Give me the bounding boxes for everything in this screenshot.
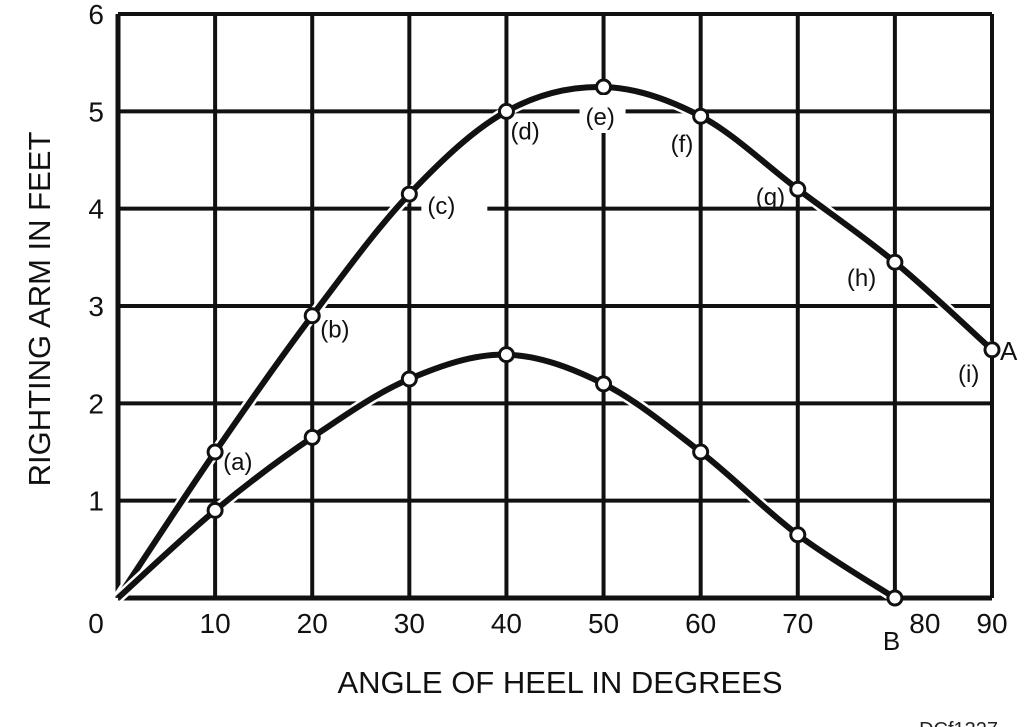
x-tick-label: 80: [909, 608, 940, 639]
curve-label-a: A: [1000, 336, 1018, 366]
chart-grid: [118, 12, 994, 598]
label-background: [579, 95, 626, 133]
point-label: (a): [223, 449, 252, 476]
curve-label-b: B: [883, 626, 900, 656]
x-tick-label: 40: [491, 608, 522, 639]
data-point: [886, 589, 904, 607]
y-tick-label: 2: [88, 388, 104, 419]
x-tick-label: 70: [782, 608, 813, 639]
data-point: [497, 102, 515, 120]
data-point: [303, 428, 321, 446]
data-point: [692, 107, 710, 125]
figure-id: DCf1327: [919, 719, 998, 727]
x-tick-label: 10: [200, 608, 231, 639]
data-point: [206, 501, 224, 519]
data-point: [595, 78, 613, 96]
point-label: (c): [427, 193, 455, 220]
x-tick-label: 0: [88, 608, 104, 639]
x-tick-label: 50: [588, 608, 619, 639]
x-tick-label: 20: [297, 608, 328, 639]
label-background: [421, 186, 488, 223]
point-labels: (a) (b) (c) (d) (e) (f) (g) (h) (i) A B: [223, 95, 1018, 656]
point-label: (g): [756, 184, 785, 211]
data-point: [400, 370, 418, 388]
x-tick-label: 30: [394, 608, 425, 639]
curve-a: [115, 83, 995, 600]
point-label: (e): [586, 104, 615, 131]
y-tick-label: 3: [88, 291, 104, 322]
data-point: [400, 185, 418, 203]
data-point: [595, 375, 613, 393]
x-tick-label: 90: [976, 608, 1007, 639]
y-axis-title: RIGHTING ARM IN FEET: [22, 132, 57, 487]
point-label: (b): [320, 317, 349, 344]
data-point: [497, 346, 515, 364]
data-point: [789, 180, 807, 198]
y-axis-tick-labels: 1 2 3 4 5 6: [88, 0, 104, 517]
point-label: (d): [510, 118, 539, 145]
point-label: (h): [847, 265, 876, 292]
y-tick-label: 6: [88, 0, 104, 30]
y-tick-label: 1: [88, 486, 104, 517]
data-point: [983, 341, 1001, 359]
data-point: [303, 307, 321, 325]
y-tick-label: 4: [88, 194, 104, 225]
x-tick-label: 60: [685, 608, 716, 639]
data-point: [789, 526, 807, 544]
x-axis-tick-labels: 0 10 20 30 40 50 60 70 80 90: [88, 608, 1007, 639]
x-axis-title: ANGLE OF HEEL IN DEGREES: [337, 665, 782, 700]
point-label: (f): [671, 131, 694, 158]
data-point: [692, 443, 710, 461]
y-tick-label: 5: [88, 96, 104, 127]
chart-points: [206, 78, 1001, 607]
data-point: [206, 443, 224, 461]
data-point: [886, 253, 904, 271]
point-label: (i): [958, 361, 979, 388]
chart-axes: [115, 14, 992, 601]
